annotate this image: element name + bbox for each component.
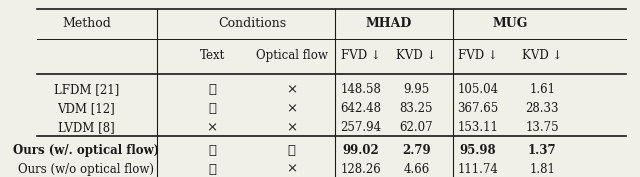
Text: 111.74: 111.74: [458, 163, 499, 176]
Text: 257.94: 257.94: [340, 121, 382, 134]
Text: 9.95: 9.95: [403, 83, 429, 96]
Text: LVDM [8]: LVDM [8]: [58, 121, 115, 134]
Text: KVD ↓: KVD ↓: [396, 49, 436, 62]
Text: ✓: ✓: [208, 163, 216, 176]
Text: KVD ↓: KVD ↓: [522, 49, 563, 62]
Text: ×: ×: [286, 102, 298, 115]
Text: ✓: ✓: [288, 144, 296, 157]
Text: FVD ↓: FVD ↓: [341, 49, 381, 62]
Text: FVD ↓: FVD ↓: [458, 49, 498, 62]
Text: 95.98: 95.98: [460, 144, 496, 157]
Text: 1.37: 1.37: [528, 144, 557, 157]
Text: 148.58: 148.58: [340, 83, 381, 96]
Text: 99.02: 99.02: [343, 144, 380, 157]
Text: MHAD: MHAD: [365, 16, 412, 30]
Text: ✓: ✓: [208, 83, 216, 96]
Text: 4.66: 4.66: [403, 163, 429, 176]
Text: ✓: ✓: [208, 144, 216, 157]
Text: 153.11: 153.11: [458, 121, 499, 134]
Text: LFDM [21]: LFDM [21]: [54, 83, 119, 96]
Text: 105.04: 105.04: [457, 83, 499, 96]
Text: ✓: ✓: [208, 102, 216, 115]
Text: MUG: MUG: [492, 16, 528, 30]
Text: 62.07: 62.07: [399, 121, 433, 134]
Text: ×: ×: [286, 83, 298, 96]
Text: Optical flow: Optical flow: [256, 49, 328, 62]
Text: 128.26: 128.26: [341, 163, 381, 176]
Text: 642.48: 642.48: [340, 102, 381, 115]
Text: Conditions: Conditions: [218, 16, 286, 30]
Text: Ours (w/. optical flow): Ours (w/. optical flow): [13, 144, 159, 157]
Text: 367.65: 367.65: [457, 102, 499, 115]
Text: 13.75: 13.75: [525, 121, 559, 134]
Text: ×: ×: [286, 163, 298, 176]
Text: ×: ×: [207, 121, 218, 134]
Text: 2.79: 2.79: [402, 144, 431, 157]
Text: ×: ×: [286, 121, 298, 134]
Text: 28.33: 28.33: [525, 102, 559, 115]
Text: 83.25: 83.25: [400, 102, 433, 115]
Text: Ours (w/o optical flow): Ours (w/o optical flow): [19, 163, 154, 176]
Text: Method: Method: [62, 16, 111, 30]
Text: VDM [12]: VDM [12]: [58, 102, 115, 115]
Text: Text: Text: [200, 49, 225, 62]
Text: 1.81: 1.81: [529, 163, 555, 176]
Text: 1.61: 1.61: [529, 83, 556, 96]
